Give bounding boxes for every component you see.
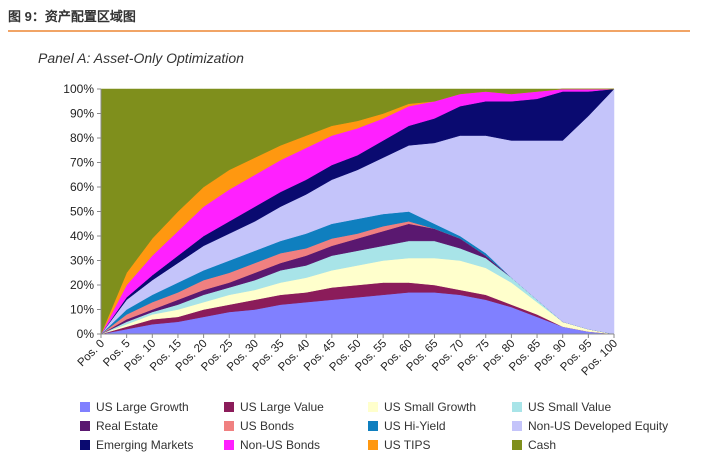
y-tick-label: 70%	[70, 156, 94, 170]
y-tick-label: 0%	[77, 327, 95, 341]
legend-swatch	[512, 421, 522, 431]
y-tick-label: 30%	[70, 254, 94, 268]
legend-item-emerging-markets: Emerging Markets	[80, 438, 193, 452]
y-tick-label: 50%	[70, 205, 94, 219]
legend-item-cash: Cash	[512, 438, 556, 452]
legend-label: Cash	[528, 438, 557, 452]
legend-swatch	[368, 402, 378, 412]
legend-label: US Large Value	[240, 400, 324, 414]
legend-item-non-us-developed-equity: Non-US Developed Equity	[512, 419, 668, 433]
y-tick-label: 40%	[70, 229, 94, 243]
legend-label: US Small Value	[528, 400, 612, 414]
y-tick-label: 90%	[70, 107, 94, 121]
stacked-area-chart: 0%10%20%30%40%50%60%70%80%90%100%Pos. 0P…	[63, 82, 620, 378]
legend-swatch	[224, 440, 234, 450]
legend-label: US TIPS	[384, 438, 431, 452]
legend-label: Emerging Markets	[96, 438, 194, 452]
legend-swatch	[512, 440, 522, 450]
legend-label: Real Estate	[96, 419, 159, 433]
legend-item-us-large-growth: US Large Growth	[80, 400, 189, 414]
legend-swatch	[80, 421, 90, 431]
legend-item-us-bonds: US Bonds	[224, 419, 294, 433]
legend-label: US Hi-Yield	[384, 419, 446, 433]
panel-title: Panel A: Asset-Only Optimization	[38, 50, 244, 66]
legend-swatch	[368, 421, 378, 431]
legend-label: US Small Growth	[384, 400, 477, 414]
figure-header: 图 9：资产配置区域图	[8, 9, 136, 24]
legend-swatch	[80, 402, 90, 412]
area-series-group	[100, 88, 615, 335]
legend-label: Non-US Bonds	[240, 438, 321, 452]
legend-item-us-small-value: US Small Value	[512, 400, 611, 414]
legend-label: Non-US Developed Equity	[528, 419, 669, 433]
legend-swatch	[224, 421, 234, 431]
legend-swatch	[224, 402, 234, 412]
y-tick-label: 80%	[70, 131, 94, 145]
header-divider	[8, 30, 690, 32]
legend-swatch	[512, 402, 522, 412]
area-cash	[100, 88, 614, 335]
legend-item-us-hi-yield: US Hi-Yield	[368, 419, 446, 433]
y-tick-label: 10%	[70, 303, 94, 317]
x-tick-label: Pos. 0	[76, 338, 108, 370]
y-tick-label: 60%	[70, 180, 94, 194]
legend-item-us-large-value: US Large Value	[224, 400, 324, 414]
y-tick-label: 100%	[63, 82, 94, 96]
legend-label: US Large Growth	[96, 400, 189, 414]
legend-swatch	[80, 440, 90, 450]
legend-item-real-estate: Real Estate	[80, 419, 158, 433]
y-tick-label: 20%	[70, 278, 94, 292]
legend-item-us-tips: US TIPS	[368, 438, 430, 452]
legend-label: US Bonds	[240, 419, 295, 433]
legend-item-non-us-bonds: Non-US Bonds	[224, 438, 320, 452]
legend-swatch	[368, 440, 378, 450]
legend-item-us-small-growth: US Small Growth	[368, 400, 476, 414]
